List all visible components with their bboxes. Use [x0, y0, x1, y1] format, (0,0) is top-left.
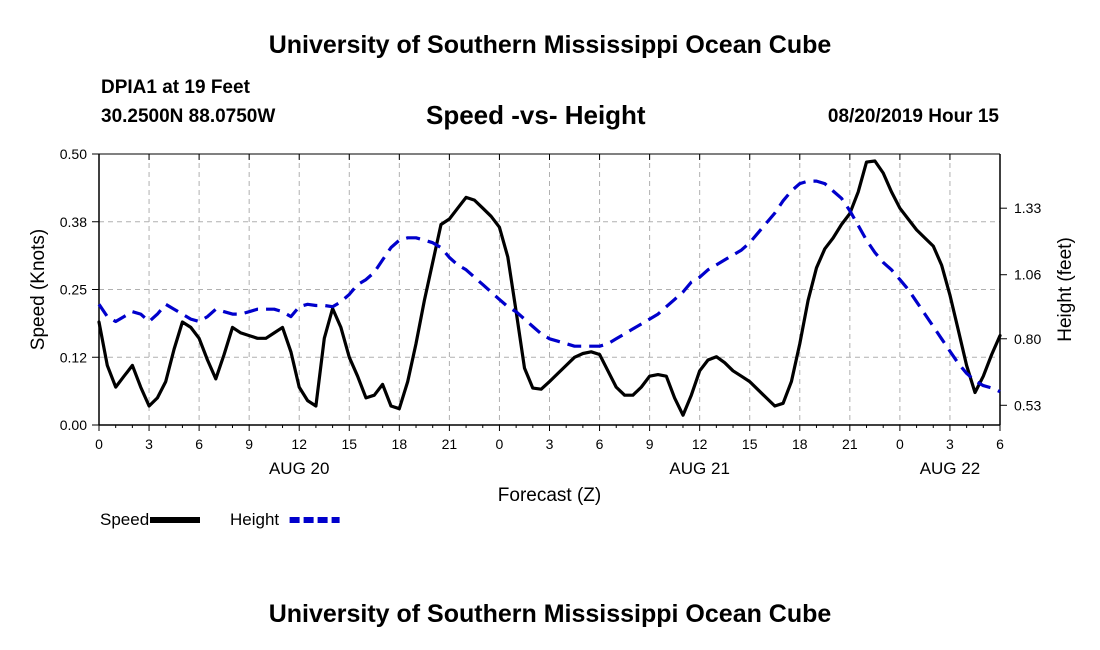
page-title-top: University of Southern Mississippi Ocean…	[268, 31, 832, 59]
x-tick-label: 9	[646, 436, 654, 452]
x-tick-label: 6	[596, 436, 604, 452]
x-tick-label: 3	[145, 436, 153, 452]
y-tick-label-right: 0.80	[1014, 331, 1041, 347]
day-label: AUG 21	[669, 459, 729, 478]
legend-label-height: Height	[230, 510, 279, 529]
x-tick-label: 6	[195, 436, 203, 452]
station-label: DPIA1 at 19 Feet	[101, 77, 250, 98]
x-tick-label: 15	[742, 436, 758, 452]
x-axis-title: Forecast (Z)	[498, 485, 601, 506]
x-tick-label: 3	[946, 436, 954, 452]
coordinates-label: 30.2500N 88.0750W	[101, 106, 276, 127]
x-tick-label: 18	[792, 436, 808, 452]
x-tick-label: 0	[896, 436, 904, 452]
series-line-height	[97, 179, 1001, 394]
y-tick-label-right: 1.33	[1014, 200, 1041, 216]
chart-subtitle: Speed -vs- Height	[426, 100, 646, 130]
datetime-label: 08/20/2019 Hour 15	[827, 106, 999, 127]
x-tick-label: 21	[842, 436, 858, 452]
x-tick-label: 6	[996, 436, 1004, 452]
y-axis-title-right: Height (feet)	[1055, 237, 1076, 342]
x-tick-label: 15	[341, 436, 357, 452]
page-title-bottom: University of Southern Mississippi Ocean…	[268, 600, 832, 628]
legend-label-speed: Speed	[100, 510, 149, 529]
x-tick-label: 12	[692, 436, 708, 452]
y-axis-title-left: Speed (Knots)	[28, 229, 49, 350]
y-tick-label-left: 0.12	[60, 349, 87, 365]
y-tick-label-left: 0.38	[60, 214, 87, 230]
x-tick-label: 9	[245, 436, 253, 452]
x-tick-label: 18	[392, 436, 408, 452]
x-tick-label: 3	[546, 436, 554, 452]
x-tick-label: 0	[95, 436, 103, 452]
y-tick-label-left: 0.25	[60, 282, 87, 298]
y-tick-label-left: 0.50	[60, 146, 87, 162]
x-tick-label: 0	[496, 436, 504, 452]
day-label: AUG 20	[269, 459, 329, 478]
x-tick-label: 21	[442, 436, 458, 452]
y-tick-label-right: 0.53	[1014, 397, 1041, 413]
y-tick-label-right: 1.06	[1014, 267, 1041, 283]
day-label: AUG 22	[920, 459, 980, 478]
grid	[98, 153, 1001, 426]
x-tick-label: 12	[291, 436, 307, 452]
y-tick-label-left: 0.00	[60, 417, 87, 433]
